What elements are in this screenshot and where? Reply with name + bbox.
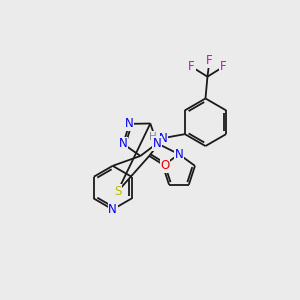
Text: F: F <box>188 60 195 73</box>
Text: O: O <box>160 159 170 172</box>
Text: N: N <box>153 137 161 150</box>
Text: N: N <box>119 137 128 150</box>
Text: N: N <box>125 117 134 130</box>
Text: N: N <box>159 132 167 145</box>
Text: N: N <box>108 203 117 216</box>
Text: F: F <box>220 60 226 73</box>
Text: S: S <box>114 185 121 198</box>
Text: F: F <box>206 54 213 67</box>
Text: H: H <box>149 132 157 142</box>
Text: N: N <box>175 148 183 161</box>
